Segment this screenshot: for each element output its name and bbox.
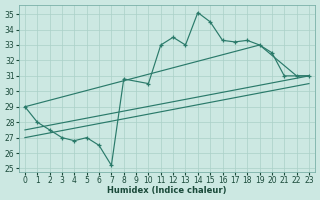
X-axis label: Humidex (Indice chaleur): Humidex (Indice chaleur) [107, 186, 227, 195]
